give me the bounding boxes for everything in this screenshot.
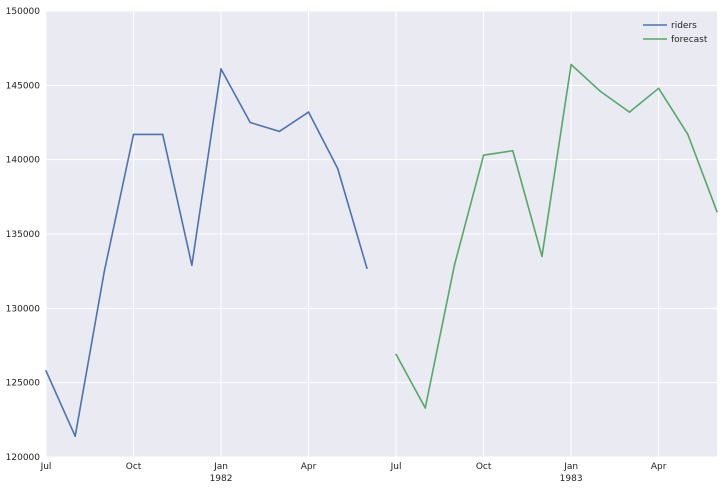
data-point (424, 407, 427, 409)
legend: riders forecast (643, 21, 708, 45)
data-point (278, 130, 281, 133)
data-point (161, 133, 164, 136)
data-point (453, 264, 456, 267)
series-forecast (395, 63, 718, 409)
data-point (657, 87, 660, 90)
data-point (249, 121, 252, 124)
data-point (395, 353, 397, 356)
legend-label: riders (671, 21, 697, 31)
data-point (132, 133, 135, 136)
data-point (366, 267, 368, 269)
x-axis: Jul Oct Jan 1982 Apr Jul Oct Jan 1983 Apr (40, 462, 667, 484)
x-tick-label: Jan (563, 462, 578, 472)
data-point (482, 154, 485, 157)
legend-label: forecast (671, 35, 708, 45)
x-tick-label: Apr (651, 462, 667, 472)
x-tick-label: Oct (126, 462, 142, 472)
x-tick-label: Jul (390, 462, 402, 472)
x-tick-label: Apr (301, 462, 317, 472)
data-point (336, 167, 339, 170)
series-riders (45, 68, 368, 437)
legend-item-forecast: forecast (643, 35, 708, 45)
x-tick-year-label: 1983 (560, 474, 583, 484)
y-tick-label: 140000 (6, 156, 41, 166)
y-tick-label: 150000 (6, 7, 41, 17)
series-line-riders (45, 68, 368, 437)
grid (45, 10, 717, 458)
data-point (103, 270, 106, 272)
y-tick-label: 120000 (6, 453, 41, 463)
x-tick-label: Jul (40, 462, 52, 472)
x-tick-label: Jan (213, 462, 228, 472)
data-point (191, 264, 193, 267)
data-point (570, 63, 572, 66)
y-axis: 120000 125000 130000 135000 140000 145000 1500… (6, 7, 41, 463)
data-point (45, 369, 47, 372)
data-point (716, 210, 718, 213)
x-tick-year-label: 1982 (210, 474, 233, 484)
x-tick-label: Oct (476, 462, 492, 472)
data-point (511, 149, 514, 152)
legend-item-riders: riders (643, 21, 697, 31)
data-point (307, 111, 310, 113)
data-point (599, 90, 602, 93)
data-point (628, 111, 631, 113)
data-point (687, 133, 689, 136)
y-tick-label: 135000 (6, 230, 41, 240)
data-point (541, 255, 543, 258)
series-line-forecast (395, 63, 718, 409)
y-tick-label: 125000 (6, 379, 41, 389)
y-tick-label: 145000 (6, 81, 41, 91)
data-point (74, 435, 76, 437)
series-group (45, 63, 718, 437)
data-point (220, 68, 222, 70)
y-tick-label: 130000 (6, 304, 41, 314)
